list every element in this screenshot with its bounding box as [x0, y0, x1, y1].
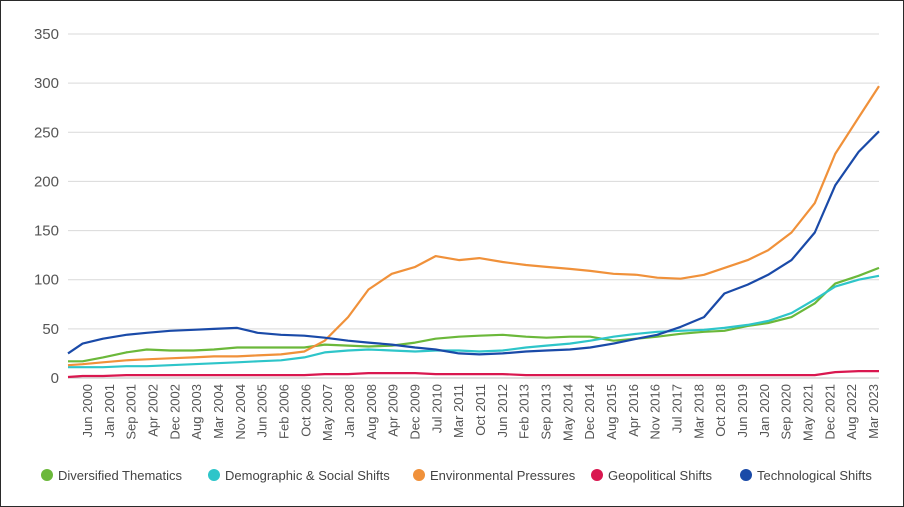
- x-tick-label: May 2014: [560, 384, 575, 441]
- y-tick-label: 350: [34, 26, 59, 43]
- legend-label[interactable]: Demographic & Social Shifts: [225, 468, 390, 483]
- series-line: [68, 266, 880, 363]
- x-tick-label: Jun 2000: [80, 384, 95, 438]
- y-tick-label: 0: [51, 370, 59, 387]
- x-tick-label: May 2021: [801, 384, 816, 441]
- x-tick-label: Dec 2021: [822, 384, 837, 440]
- x-tick-label: Sep 2013: [539, 384, 554, 440]
- x-tick-label: Jul 2010: [429, 384, 444, 433]
- x-tick-label: Apr 2009: [386, 384, 401, 437]
- legend-marker: [591, 469, 603, 481]
- x-tick-label: Feb 2013: [517, 384, 532, 439]
- series-line: [67, 370, 879, 379]
- y-tick-label: 250: [34, 124, 59, 141]
- x-tick-label: Jun 2005: [255, 384, 270, 438]
- x-tick-label: Jul 2017: [670, 384, 685, 433]
- legend-marker: [413, 469, 425, 481]
- x-tick-label: Jun 2019: [735, 384, 750, 438]
- series-line: [67, 130, 880, 356]
- x-tick-label: Jan 2001: [102, 384, 117, 438]
- x-tick-label: Jun 2012: [495, 384, 510, 438]
- series-line: [68, 274, 880, 369]
- x-tick-label: Mar 2004: [211, 384, 226, 439]
- x-tick-label: Dec 2014: [582, 384, 597, 440]
- x-tick-label: Feb 2006: [277, 384, 292, 439]
- x-tick-label: Nov 2016: [648, 384, 663, 440]
- x-tick-label: Jan 2020: [757, 384, 772, 438]
- legend-label[interactable]: Environmental Pressures: [430, 468, 576, 483]
- x-tick-label: Jan 2008: [342, 384, 357, 438]
- legend-marker: [740, 469, 752, 481]
- x-tick-label: Apr 2016: [626, 384, 641, 437]
- y-tick-label: 100: [34, 272, 59, 289]
- x-tick-label: Dec 2009: [408, 384, 423, 440]
- x-tick-label: Dec 2002: [167, 384, 182, 440]
- x-tick-label: Oct 2018: [713, 384, 728, 437]
- legend: Diversified Thematics Demographic & Socia…: [41, 468, 872, 483]
- x-tick-label: Mar 2011: [451, 384, 466, 438]
- x-tick-label: Sep 2001: [124, 384, 139, 440]
- x-axis-ticks: Jun 2000 Jan 2001 Sep 2001 Apr 2002 Dec 2002…: [80, 384, 881, 441]
- x-tick-label: Aug 2003: [189, 384, 204, 440]
- x-tick-label: Aug 2015: [604, 384, 619, 440]
- gridlines: [68, 33, 879, 330]
- series-lines: [67, 85, 880, 379]
- legend-marker: [41, 469, 53, 481]
- y-tick-label: 150: [34, 223, 59, 240]
- y-tick-label: 50: [42, 321, 59, 338]
- y-tick-label: 200: [34, 173, 59, 190]
- x-tick-label: Oct 2006: [298, 384, 313, 437]
- x-tick-label: Oct 2011: [473, 384, 488, 436]
- legend-label[interactable]: Technological Shifts: [757, 468, 872, 483]
- x-tick-label: Apr 2002: [146, 384, 161, 437]
- series-line: [67, 85, 880, 367]
- x-tick-label: May 2007: [320, 384, 335, 441]
- legend-label[interactable]: Diversified Thematics: [58, 468, 183, 483]
- x-tick-label: Mar 2018: [691, 384, 706, 439]
- x-tick-label: Sep 2020: [779, 384, 794, 440]
- x-tick-label: Aug 2022: [844, 384, 859, 440]
- x-tick-label: Mar 2023: [866, 384, 881, 439]
- x-tick-label: Aug 2008: [364, 384, 379, 440]
- y-axis-ticks: 0 50 100 150 200 250 300 350: [34, 26, 59, 387]
- legend-marker: [208, 469, 220, 481]
- legend-label[interactable]: Geopolitical Shifts: [608, 468, 713, 483]
- x-tick-label: Nov 2004: [233, 384, 248, 440]
- y-tick-label: 300: [34, 75, 59, 92]
